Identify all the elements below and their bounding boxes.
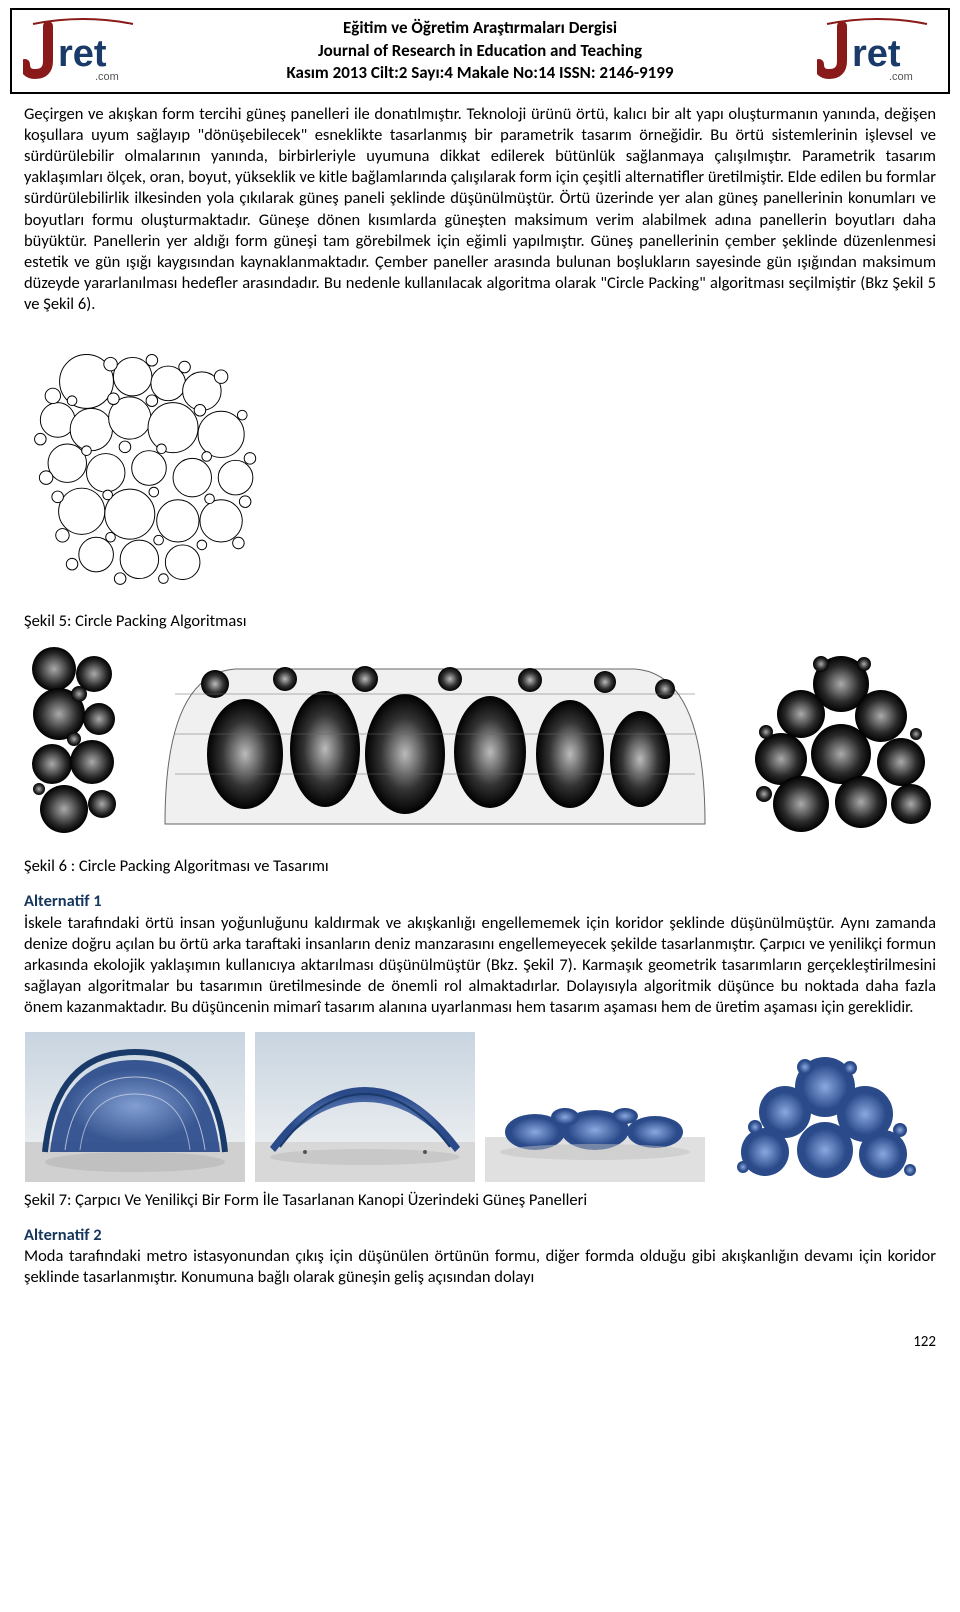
circle-packing-diagram [24,343,274,593]
svg-text:ret: ret [852,33,901,75]
svg-text:.com: .com [889,71,913,83]
logo-right: ret .com [812,12,942,90]
svg-text:ret: ret [58,33,107,75]
jret-logo-icon: ret .com [817,16,937,86]
header-title-line1: Eğitim ve Öğretim Araştırmaları Dergisi [148,17,812,40]
render-surface-wide [136,644,734,834]
page-header: ret .com Eğitim ve Öğretim Araştırmaları… [10,8,950,94]
alt1-heading: Alternatif 1 [24,891,936,912]
render-canopy-4 [714,1032,936,1182]
render-canopy-1 [24,1032,246,1182]
render-canopy-2 [254,1032,476,1182]
alt2-text: Moda tarafındaki metro istasyonundan çık… [24,1246,936,1288]
alt2-heading: Alternatif 2 [24,1225,936,1246]
header-title-line3: Kasım 2013 Cilt:2 Sayı:4 Makale No:14 IS… [148,62,812,85]
render-cluster [746,644,936,834]
figure-5: Şekil 5: Circle Packing Algoritması [24,333,936,632]
jret-logo-icon: ret .com [23,16,143,86]
render-canopy-3 [484,1032,706,1182]
svg-text:.com: .com [95,71,119,83]
figure-6-row [24,644,936,834]
header-title-line2: Journal of Research in Education and Tea… [148,40,812,63]
logo-left: ret .com [18,12,148,90]
figure-7-caption: Şekil 7: Çarpıcı Ve Yenilikçi Bir Form İ… [24,1190,936,1211]
render-panel-strip [24,644,124,834]
page-content: Geçirgen ve akışkan form tercihi güneş p… [0,104,960,1309]
alt1-text: İskele tarafındaki örtü insan yoğunluğun… [24,913,936,1019]
figure-5-caption: Şekil 5: Circle Packing Algoritması [24,611,936,632]
figure-7-row [24,1032,936,1182]
paragraph-intro: Geçirgen ve akışkan form tercihi güneş p… [24,104,936,315]
figure-6-caption: Şekil 6 : Circle Packing Algoritması ve … [24,856,936,877]
header-title-block: Eğitim ve Öğretim Araştırmaları Dergisi … [148,17,812,86]
page-number: 122 [0,1333,936,1351]
